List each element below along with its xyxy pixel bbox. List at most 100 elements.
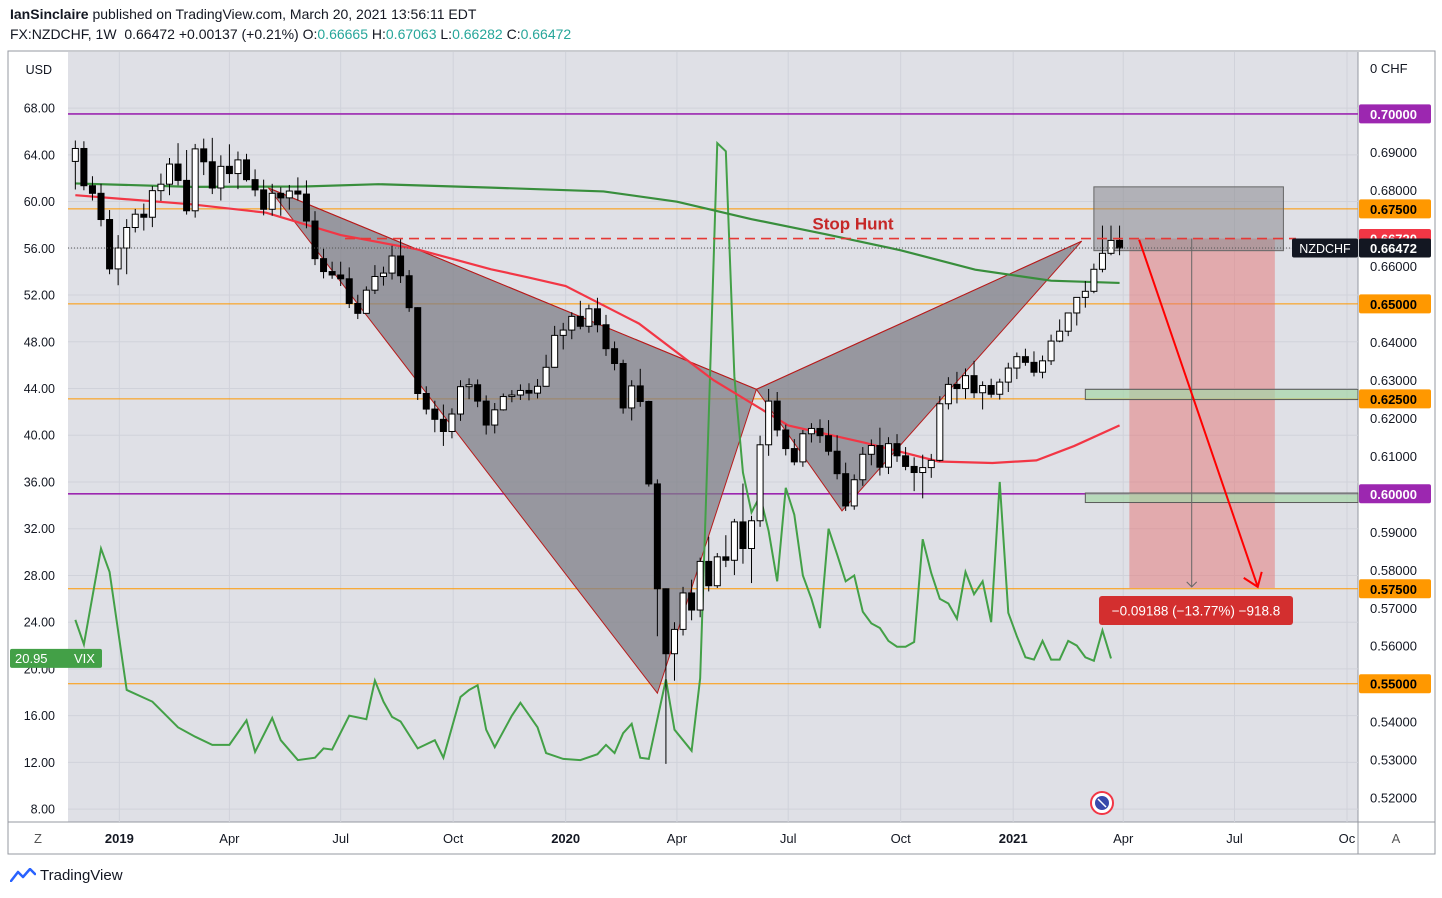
candle [559,322,567,350]
sma200-line [75,182,1120,285]
candle [320,248,328,279]
candle [80,141,88,191]
vix-tick-label: 68.00 [24,102,55,116]
open-label: O: [302,26,318,42]
candle-body [311,220,319,260]
vix-tick-label: 48.00 [24,335,55,349]
candle-body [705,560,713,587]
auto-scale-icon[interactable]: A [1392,831,1401,846]
tradingview-brand[interactable]: TradingView [40,866,123,884]
candle-body [217,165,225,189]
price-level-tag-bg [1359,674,1431,694]
candle-body [97,192,105,221]
candle [200,138,208,176]
candle-body [893,443,901,457]
candle-body [645,400,653,485]
price-level-tag-bg [1359,484,1431,504]
candle [790,439,798,466]
price-level-tag: 0.60000 [1359,484,1431,504]
vix-tag-bg [10,648,102,668]
candle-body [354,302,362,314]
price-level-tag: 0.57500 [1359,579,1431,599]
auto-zoom-icon[interactable]: Z [34,831,42,846]
candle [328,261,336,279]
price-tick-label: 0.57000 [1370,601,1417,616]
candle-body [448,413,456,432]
symbol-tag-bg [1292,238,1358,258]
candle-body [585,308,593,327]
annotations: Stop Hunt −0.09188 (−13.77%) −918.8 [68,215,1358,625]
candle-body [508,394,516,398]
price-level-tag-text: 0.60000 [1370,487,1417,502]
price-tick-label: 0.64000 [1370,335,1417,350]
candle-body [782,429,790,450]
symbol-interval[interactable]: FX:NZDCHF, 1W [10,26,117,42]
candle-body [867,445,875,455]
candle-body [1004,367,1012,383]
low-label: L: [440,26,453,42]
candle-body [944,383,952,405]
candle-body [251,179,259,191]
candle [311,211,319,266]
time-tick-label: 2020 [551,831,580,846]
candle-body [422,393,430,410]
candle [979,381,987,410]
candle [859,447,867,486]
candle [474,379,482,408]
candle [71,140,79,190]
high-label: H: [371,26,386,42]
candle-body [953,383,961,390]
author-name[interactable]: IanSinclaire [10,6,89,22]
candle-body [71,147,79,162]
candle [208,137,216,195]
candle-body [679,592,687,630]
candle-body [739,521,747,549]
candle [987,378,995,398]
candle [379,266,387,286]
vix-tick-label: 24.00 [24,616,55,630]
price-level-tag-text: 0.65000 [1370,297,1417,312]
price-change: +0.00137 (+0.21%) [178,26,299,42]
candle [294,177,302,201]
candle-body [1013,356,1021,369]
price-level-tag: 0.65000 [1359,294,1431,314]
price-level-tag-bg [1359,579,1431,599]
candle [679,586,687,636]
candle [225,144,233,184]
candle [388,245,396,280]
candle [619,359,627,414]
candle [884,437,892,475]
candle [1116,225,1124,256]
vix-tick-label: 60.00 [24,195,55,209]
candle-body [670,628,678,655]
candle [730,518,738,576]
candle-body [294,190,302,195]
candle-body [234,159,242,175]
candle [131,208,139,233]
candle-body [123,227,131,249]
candle-body [200,148,208,163]
candle-body [730,521,738,561]
vix-tick-label: 64.00 [24,148,55,162]
candle-body [790,448,798,463]
candle [593,297,601,333]
candle [576,300,584,330]
candle-body [328,271,336,276]
candle-body [491,409,499,426]
projection-label: −0.09188 (−13.77%) −918.8 [1112,604,1281,619]
stop-zone [1129,238,1275,588]
candle [807,423,815,443]
candle [277,187,285,216]
candle-body [927,459,935,469]
candle [602,314,610,356]
candle [260,179,268,216]
candle [405,270,413,312]
time-tick-label: Apr [1113,831,1134,846]
candle [448,408,456,439]
candle [499,393,507,411]
vix-tick-label: 36.00 [24,475,55,489]
candle [165,157,173,196]
candle [1064,312,1072,337]
time-tick-label: Jul [1226,831,1243,846]
